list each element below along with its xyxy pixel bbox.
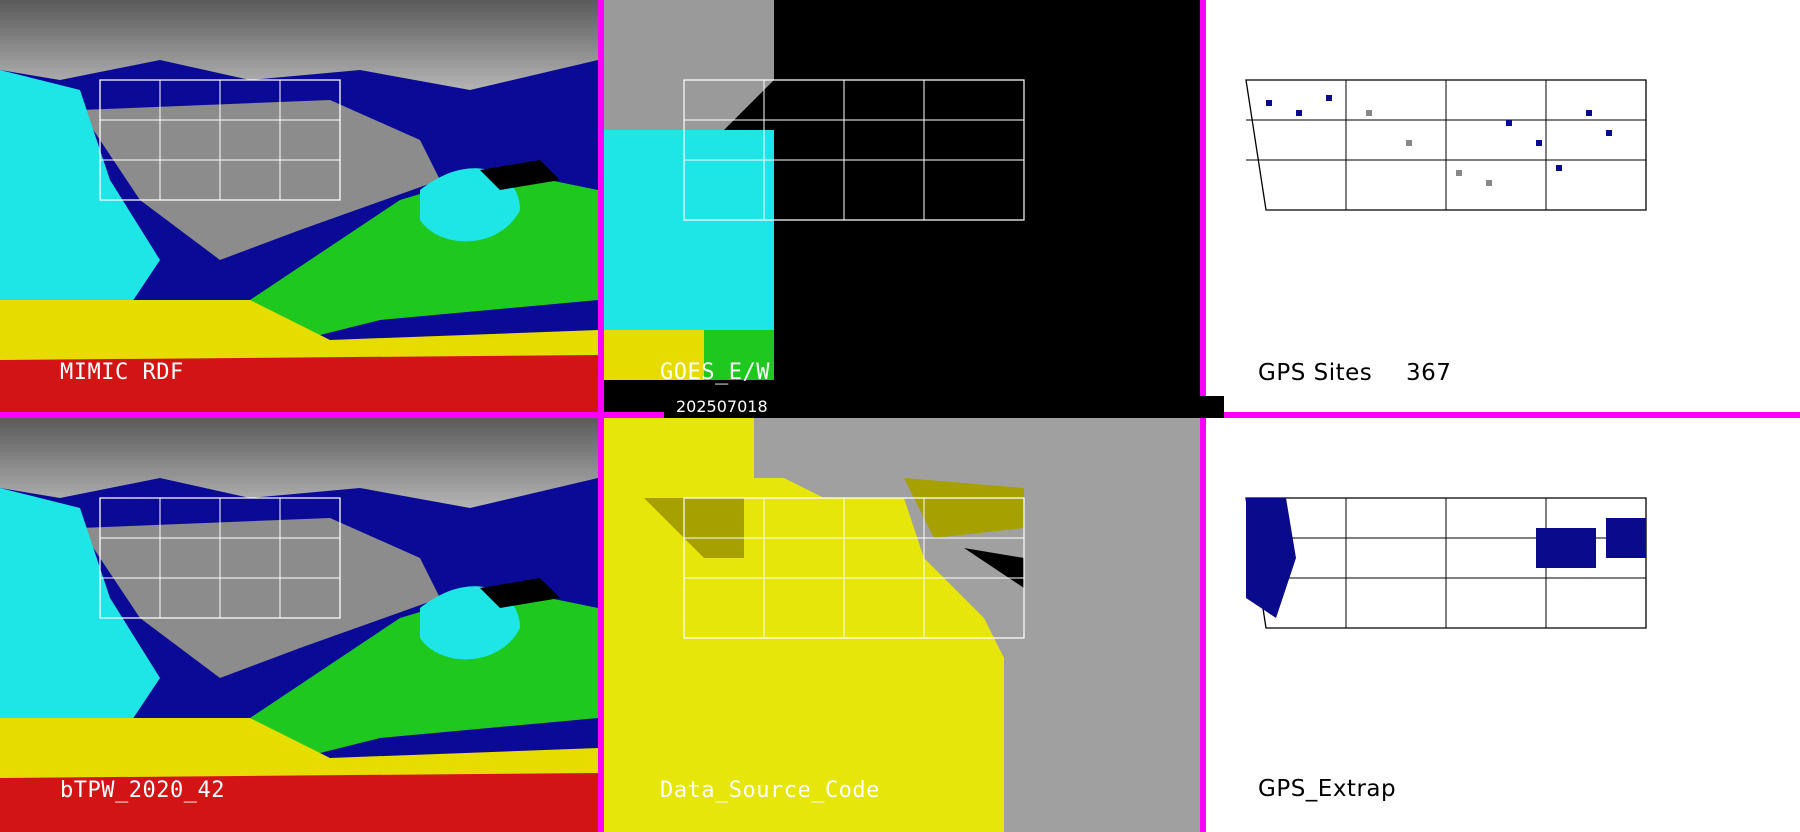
panel-data-source-code: Data_Source_Code (604, 418, 1200, 832)
panel-btpw: bTPW_2020_42 (0, 418, 598, 832)
panel-label-gps-sites: GPS Sites (1258, 360, 1373, 386)
panel-mimic-rdf: MIMIC RDF (0, 0, 598, 412)
mimic-rdf-map (0, 0, 598, 412)
goes-date-bar: 202507018 (664, 396, 1224, 418)
goes-ew-map (604, 0, 1200, 412)
gps-extrap-map (1206, 418, 1800, 832)
panel-label-mimic-rdf: MIMIC RDF (60, 360, 184, 385)
panel-gps-sites: GPS Sites 367 (1206, 0, 1800, 412)
panel-label-gps-extrap: GPS_Extrap (1258, 776, 1397, 802)
gps-sites-map (1206, 0, 1800, 412)
panel-goes-ew: GOES_E/W (604, 0, 1200, 412)
panel-label-data-source: Data_Source_Code (660, 778, 880, 803)
btpw-map (0, 418, 598, 832)
panel-gps-extrap: GPS_Extrap (1206, 418, 1800, 832)
gps-sites-count: 367 (1406, 360, 1452, 386)
panel-label-goes-ew: GOES_E/W (660, 360, 770, 385)
panel-label-btpw: bTPW_2020_42 (60, 778, 225, 803)
data-source-map (604, 418, 1200, 832)
